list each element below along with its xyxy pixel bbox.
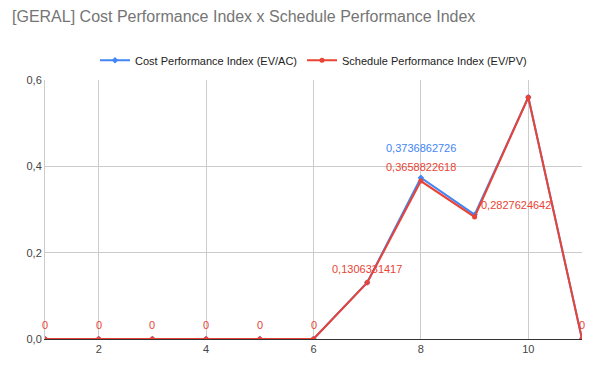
svg-text:0,6: 0,6 [27, 74, 42, 86]
svg-text:10: 10 [522, 343, 534, 355]
svg-text:2: 2 [96, 343, 102, 355]
svg-text:0: 0 [96, 319, 102, 331]
svg-text:0,4: 0,4 [27, 160, 42, 172]
svg-text:0,3658822618: 0,3658822618 [386, 161, 456, 173]
svg-text:0: 0 [42, 319, 48, 331]
svg-text:Schedule Performance Index (EV: Schedule Performance Index (EV/PV) [342, 55, 527, 67]
svg-text:[GERAL] Cost Performance Index: [GERAL] Cost Performance Index x Schedul… [12, 8, 475, 25]
svg-text:0,3736862726: 0,3736862726 [386, 142, 456, 154]
svg-text:0,1306331417: 0,1306331417 [332, 263, 402, 275]
svg-text:4: 4 [203, 343, 209, 355]
svg-text:0,2: 0,2 [27, 247, 42, 259]
svg-text:0,2827624642: 0,2827624642 [481, 199, 551, 211]
svg-text:6: 6 [310, 343, 316, 355]
svg-text:0,0: 0,0 [27, 333, 42, 345]
svg-text:0: 0 [579, 319, 585, 331]
svg-text:8: 8 [418, 343, 424, 355]
svg-text:Cost Performance Index (EV/AC): Cost Performance Index (EV/AC) [135, 55, 297, 67]
svg-text:0: 0 [311, 319, 317, 331]
svg-text:0: 0 [257, 319, 263, 331]
svg-text:0: 0 [149, 319, 155, 331]
svg-text:0: 0 [203, 319, 209, 331]
